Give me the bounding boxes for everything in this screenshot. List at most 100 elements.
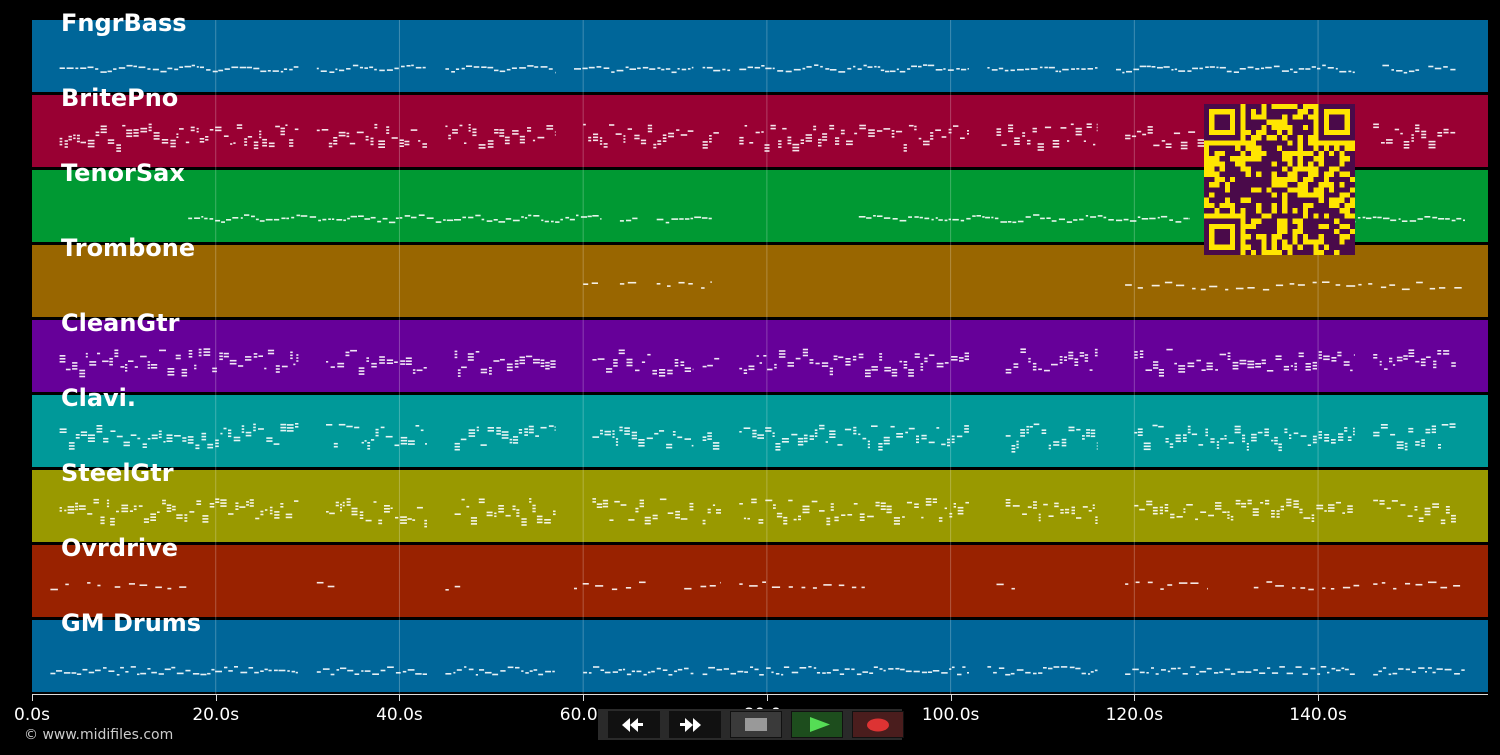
note [80, 141, 86, 144]
note [443, 219, 446, 221]
note [1076, 517, 1082, 519]
note [203, 348, 211, 350]
record-button[interactable] [852, 711, 904, 738]
play-button[interactable] [791, 711, 843, 738]
note [201, 435, 207, 438]
note [634, 134, 640, 137]
note [1404, 442, 1408, 445]
note [1028, 357, 1031, 360]
note [1266, 370, 1274, 372]
note [737, 670, 744, 673]
note [1338, 433, 1344, 435]
fast-forward-button[interactable] [669, 711, 721, 738]
note [96, 425, 103, 427]
stop-button[interactable] [730, 711, 782, 738]
track-notes [59, 64, 1456, 74]
note [342, 501, 345, 504]
note [245, 431, 252, 434]
note [1084, 357, 1089, 359]
note [597, 358, 605, 360]
note [1033, 504, 1037, 506]
note [687, 68, 691, 70]
note [79, 372, 86, 375]
note [825, 68, 830, 70]
note [1164, 504, 1169, 506]
note [253, 144, 259, 147]
note [1357, 217, 1361, 219]
note [455, 68, 460, 70]
note [1440, 586, 1448, 589]
note [688, 283, 693, 285]
note [1095, 67, 1098, 69]
note [521, 670, 524, 672]
note [290, 354, 293, 357]
note [644, 522, 651, 525]
note [380, 669, 386, 672]
note [1247, 499, 1252, 502]
note [834, 519, 839, 522]
note [223, 135, 229, 137]
note [1079, 352, 1085, 354]
note [114, 355, 119, 358]
note [249, 499, 254, 501]
note [300, 215, 308, 217]
note [505, 218, 512, 220]
note [1421, 130, 1427, 133]
note [723, 668, 729, 670]
note [1384, 368, 1388, 370]
note [1027, 506, 1032, 508]
note [674, 359, 679, 361]
note [761, 65, 765, 67]
note [494, 132, 499, 134]
note [451, 71, 455, 73]
note [346, 425, 353, 428]
note [192, 673, 200, 675]
note [967, 130, 969, 132]
note [198, 348, 202, 351]
note [128, 360, 134, 362]
note [829, 373, 833, 376]
note [1424, 510, 1431, 513]
note [653, 143, 657, 146]
note [285, 513, 293, 516]
note [176, 133, 179, 135]
note [280, 127, 285, 130]
note [123, 441, 130, 444]
note [170, 145, 176, 148]
note [68, 445, 75, 447]
note [702, 673, 708, 676]
note [188, 356, 193, 358]
note [475, 214, 481, 217]
note [1209, 285, 1218, 288]
note [755, 131, 760, 134]
note [1145, 369, 1152, 371]
note [1167, 670, 1171, 673]
note [1283, 368, 1289, 371]
note [582, 583, 589, 585]
note [116, 150, 121, 152]
note [712, 445, 720, 447]
note [528, 214, 532, 217]
note [1085, 215, 1089, 217]
note [727, 69, 731, 72]
note [496, 433, 501, 435]
note [244, 141, 248, 143]
note [636, 670, 642, 673]
note [349, 142, 356, 145]
tick-label: 140.0s [1289, 705, 1347, 725]
note [1170, 667, 1177, 670]
note [215, 219, 221, 222]
note [384, 511, 390, 513]
note [71, 672, 77, 674]
note [202, 515, 209, 517]
note [1278, 446, 1282, 449]
note [668, 674, 673, 676]
note [953, 506, 956, 508]
note [1414, 509, 1418, 511]
note [777, 70, 784, 72]
note [604, 433, 611, 436]
note [1443, 353, 1450, 355]
note [1062, 68, 1069, 71]
note [137, 437, 141, 440]
rewind-button[interactable] [608, 711, 660, 738]
